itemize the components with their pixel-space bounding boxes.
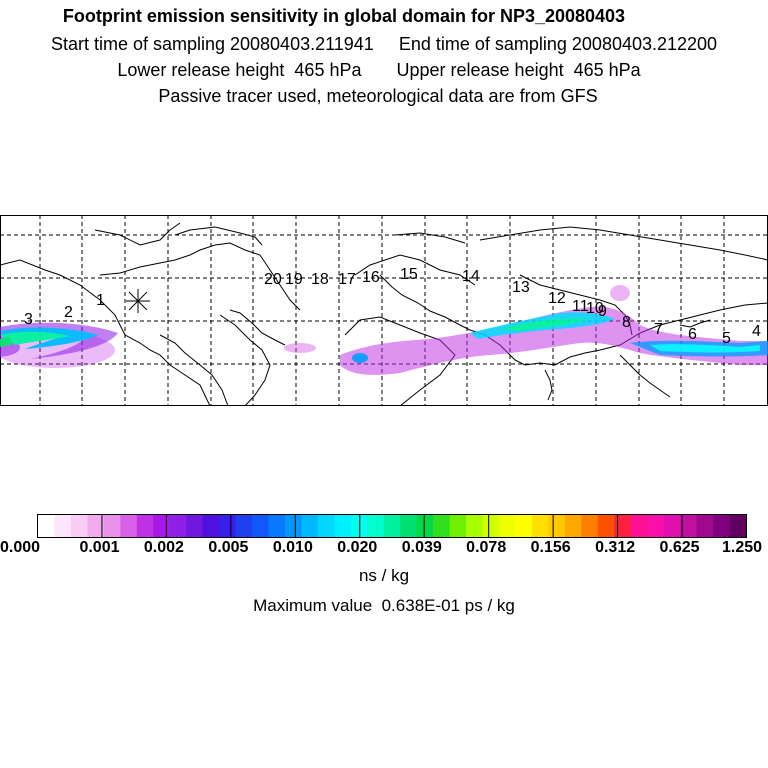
colorbar-swatch — [400, 515, 418, 537]
colorbar-swatch — [531, 515, 549, 537]
colorbar-swatch — [284, 515, 302, 537]
day-label-19: 19 — [285, 271, 303, 288]
map-frame — [0, 215, 768, 406]
day-label-9: 9 — [598, 303, 607, 320]
sampling-time: Start time of sampling 20080403.211941 E… — [50, 34, 718, 54]
colorbar-tick-label: 0.156 — [530, 539, 571, 556]
day-label-17: 17 — [338, 271, 356, 288]
colorbar-tick-label: 0.312 — [595, 539, 636, 556]
colorbar-tick-label: 0.000 — [0, 539, 41, 556]
colorbar-swatch — [367, 515, 385, 537]
day-label-4: 4 — [752, 323, 761, 340]
colorbar-swatch — [317, 515, 335, 537]
colorbar-tick-label: 0.002 — [143, 539, 184, 556]
plot-title: Footprint emission sensitivity in global… — [62, 6, 626, 26]
day-label-15: 15 — [400, 266, 418, 283]
colorbar-swatch — [729, 515, 747, 537]
colorbar-swatch — [120, 515, 138, 537]
day-label-2: 2 — [64, 304, 73, 321]
day-label-1: 1 — [96, 292, 105, 309]
colorbar-swatch — [202, 515, 220, 537]
day-label-13: 13 — [512, 279, 530, 296]
release-height: Lower release height 465 hPa Upper relea… — [117, 60, 641, 80]
colorbar-swatch — [219, 515, 237, 537]
colorbar-swatch — [87, 515, 105, 537]
day-label-16: 16 — [362, 269, 380, 286]
day-label-11: 11 — [572, 298, 589, 315]
graticule — [0, 215, 768, 406]
colorbar-swatch — [614, 515, 632, 537]
colorbar-swatch — [663, 515, 681, 537]
colorbar-frame — [37, 514, 747, 538]
release-site-asterisk-icon — [126, 289, 150, 313]
colorbar-swatch — [548, 515, 566, 537]
colorbar-swatch — [186, 515, 204, 537]
colorbar-swatch — [38, 515, 55, 537]
colorbar-swatch — [301, 515, 319, 537]
colorbar-tick-label: 0.625 — [659, 539, 700, 556]
colorbar-swatch — [268, 515, 286, 537]
day-label-3: 3 — [24, 311, 33, 328]
colorbar — [37, 514, 747, 538]
colorbar-swatch — [515, 515, 533, 537]
colorbar-swatch — [581, 515, 599, 537]
colorbar-swatch — [54, 515, 72, 537]
colorbar-swatch — [169, 515, 187, 537]
colorbar-swatch — [482, 515, 500, 537]
colorbar-swatch — [383, 515, 401, 537]
colorbar-swatch — [713, 515, 731, 537]
colorbar-swatch — [647, 515, 665, 537]
day-label-18: 18 — [311, 271, 329, 288]
day-label-8: 8 — [622, 314, 631, 331]
colorbar-swatch — [416, 515, 434, 537]
colorbar-swatch — [136, 515, 154, 537]
colorbar-units: ns / kg — [358, 566, 410, 585]
colorbar-tick-label: 0.020 — [337, 539, 378, 556]
day-label-10: 10 — [586, 300, 604, 317]
day-label-12: 12 — [548, 290, 566, 307]
colorbar-swatch — [499, 515, 516, 537]
colorbar-tick-label: 0.010 — [272, 539, 313, 556]
colorbar-swatch — [103, 515, 121, 537]
model-note: Passive tracer used, meteorological data… — [158, 86, 598, 106]
colorbar-swatch — [433, 515, 451, 537]
colorbar-swatch — [334, 515, 352, 537]
day-label-5: 5 — [722, 330, 731, 347]
colorbar-tick-label: 0.078 — [466, 539, 507, 556]
colorbar-swatch — [235, 515, 253, 537]
day-label-7: 7 — [654, 321, 663, 338]
colorbar-swatch — [680, 515, 698, 537]
colorbar-tick-label: 0.005 — [208, 539, 249, 556]
colorbar-tick-label: 1.250 — [722, 539, 763, 556]
day-label-20: 20 — [264, 271, 282, 288]
colorbar-swatch — [449, 515, 467, 537]
day-label-14: 14 — [462, 268, 480, 285]
colorbar-swatch — [466, 515, 484, 537]
colorbar-swatch — [630, 515, 648, 537]
footprint-plume — [0, 285, 768, 375]
colorbar-swatch — [153, 515, 171, 537]
footprint-map: 1 2 3 4 5 6 7 8 9 10 11 12 13 14 15 16 17 18 19 20 — [0, 215, 768, 407]
colorbar-swatch — [252, 515, 270, 537]
colorbar-swatch — [70, 515, 88, 537]
colorbar-tick-label: 0.001 — [79, 539, 120, 556]
coastlines — [0, 222, 768, 407]
maximum-value: Maximum value 0.638E-01 ps / kg — [253, 596, 515, 615]
colorbar-tick-label: 0.039 — [401, 539, 442, 556]
day-label-6: 6 — [688, 326, 697, 343]
colorbar-swatch — [564, 515, 582, 537]
colorbar-swatch — [696, 515, 714, 537]
colorbar-swatch — [597, 515, 615, 537]
